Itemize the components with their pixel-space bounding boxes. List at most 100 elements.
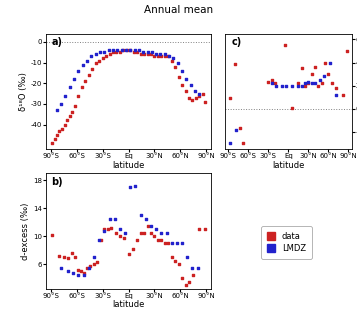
Point xyxy=(289,105,295,110)
Point xyxy=(240,141,246,146)
Point xyxy=(302,81,308,86)
Point xyxy=(76,272,81,277)
Legend: data, LMDZ: data, LMDZ xyxy=(261,226,312,259)
Point xyxy=(117,234,123,239)
Point xyxy=(86,265,92,271)
Point xyxy=(121,235,127,240)
Point xyxy=(50,141,55,146)
Point xyxy=(176,262,181,267)
Point xyxy=(192,89,198,94)
Point xyxy=(95,260,100,265)
Point xyxy=(145,50,150,55)
Point xyxy=(155,237,161,242)
Point xyxy=(89,66,95,71)
Point xyxy=(333,85,339,91)
Point xyxy=(265,80,271,85)
Point xyxy=(145,52,150,57)
Point xyxy=(54,132,60,137)
Point xyxy=(107,52,112,57)
Point xyxy=(162,241,168,246)
Point xyxy=(81,270,86,275)
Text: a): a) xyxy=(51,37,62,47)
Y-axis label: d-excess (‰): d-excess (‰) xyxy=(21,203,30,260)
Point xyxy=(131,50,137,55)
Point xyxy=(105,227,111,232)
Point xyxy=(117,50,123,55)
Point xyxy=(326,72,331,77)
Point xyxy=(132,183,138,188)
Point xyxy=(119,48,125,53)
Point xyxy=(54,108,60,113)
Point xyxy=(101,228,107,233)
Point xyxy=(164,230,170,235)
Point xyxy=(237,126,243,131)
Point xyxy=(143,216,149,221)
Point xyxy=(197,227,202,232)
Point xyxy=(70,271,76,276)
Point xyxy=(232,61,238,66)
Point xyxy=(312,65,318,70)
Point xyxy=(112,216,117,221)
Point xyxy=(59,126,65,131)
Point xyxy=(162,52,168,57)
Text: b): b) xyxy=(51,177,63,187)
Point xyxy=(317,77,323,82)
Point xyxy=(138,230,144,235)
Point xyxy=(272,81,278,86)
Point xyxy=(70,109,75,115)
Point xyxy=(103,54,109,59)
Point xyxy=(67,114,72,119)
Point xyxy=(115,48,120,53)
Point xyxy=(82,79,88,84)
Point xyxy=(340,92,346,98)
Point xyxy=(138,213,144,218)
Point xyxy=(179,241,185,246)
Point xyxy=(306,80,311,85)
Point xyxy=(183,89,188,94)
Point xyxy=(321,74,327,79)
Point xyxy=(197,93,202,98)
Point xyxy=(65,269,71,274)
Point xyxy=(309,81,315,86)
Point xyxy=(124,48,130,53)
Point xyxy=(130,247,136,252)
Point xyxy=(166,54,172,59)
Point xyxy=(122,230,128,235)
Point xyxy=(176,74,181,80)
Point xyxy=(322,60,328,65)
X-axis label: latitude: latitude xyxy=(272,161,305,170)
Point xyxy=(306,81,311,86)
Text: Annual mean: Annual mean xyxy=(144,5,213,15)
Point xyxy=(200,91,206,96)
Point xyxy=(179,83,185,88)
Point xyxy=(312,81,318,86)
Point xyxy=(76,93,81,98)
Point xyxy=(269,77,275,82)
X-axis label: latitude: latitude xyxy=(112,161,145,170)
Point xyxy=(61,254,66,259)
Point xyxy=(169,58,175,63)
Point xyxy=(84,265,90,271)
Point xyxy=(165,54,171,59)
Point xyxy=(152,234,157,239)
Point xyxy=(296,83,301,88)
Point xyxy=(107,216,112,221)
Point xyxy=(96,58,102,63)
Point xyxy=(233,127,239,132)
Point xyxy=(186,279,192,284)
Point xyxy=(148,230,154,235)
Point xyxy=(319,81,325,86)
Point xyxy=(282,43,288,48)
Point xyxy=(134,237,140,242)
Point xyxy=(159,230,164,235)
Point xyxy=(202,99,207,104)
Point xyxy=(138,52,144,57)
Point xyxy=(56,253,62,258)
Point xyxy=(195,265,201,271)
Point xyxy=(169,255,175,260)
Point xyxy=(101,227,107,232)
Point xyxy=(273,83,279,88)
Point xyxy=(52,136,58,142)
Point xyxy=(227,96,232,101)
Point xyxy=(316,83,321,88)
